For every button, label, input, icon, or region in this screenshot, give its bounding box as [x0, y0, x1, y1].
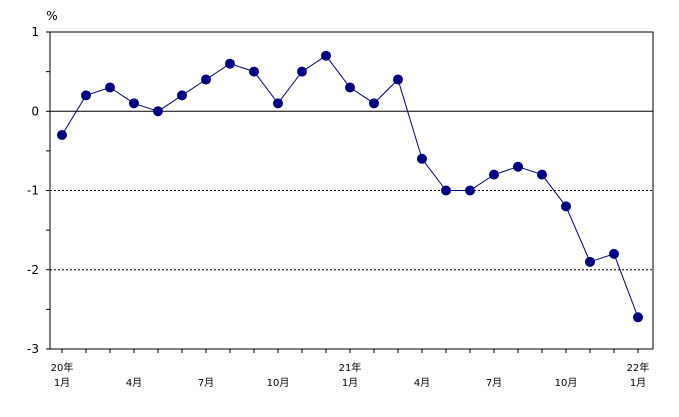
x-month-label: 4月: [414, 377, 430, 389]
x-month-label: 1月: [630, 377, 646, 389]
x-year-label: 20年: [51, 361, 74, 374]
x-month-label: 4月: [126, 377, 142, 389]
data-point: [561, 201, 571, 212]
y-tick-labels: 1 0 -1 -2 -3: [27, 25, 39, 356]
x-month-label: 10月: [267, 377, 290, 389]
data-point: [129, 98, 139, 109]
data-point: [633, 312, 643, 323]
x-month-label: 7月: [198, 377, 214, 389]
data-point: [81, 90, 91, 101]
data-point: [441, 185, 451, 196]
data-point: [585, 256, 595, 267]
data-point: [417, 153, 427, 164]
x-month-label: 10月: [555, 377, 578, 389]
data-point: [225, 58, 235, 69]
data-point: [489, 169, 499, 180]
data-point: [369, 98, 379, 109]
data-point: [201, 74, 211, 85]
y-tick-label: -1: [27, 184, 39, 198]
y-tick-label: 1: [31, 25, 39, 39]
data-point: [177, 90, 187, 101]
data-point: [153, 106, 163, 117]
data-point: [57, 130, 67, 141]
data-point: [297, 66, 307, 77]
data-point: [609, 248, 619, 259]
y-tick-label: -3: [27, 342, 39, 356]
y-axis-unit-label: %: [46, 9, 57, 23]
y-tick-label: 0: [31, 104, 39, 118]
data-point: [321, 50, 331, 61]
data-point: [537, 169, 547, 180]
data-point: [513, 161, 523, 172]
x-month-label: 1月: [342, 377, 358, 389]
x-tick-labels: 20年 21年 22年 1月 4月 7月 10月 1月 4月 7月 10月 1月: [51, 361, 650, 389]
data-point: [393, 74, 403, 85]
x-month-label: 1月: [54, 377, 70, 389]
y-tick-label: -2: [27, 263, 39, 277]
x-year-label: 21年: [339, 361, 362, 374]
grid-lines: [50, 110, 653, 271]
data-point: [465, 185, 475, 196]
data-point: [345, 82, 355, 93]
axis-ticks: [46, 31, 639, 353]
x-month-label: 7月: [486, 377, 502, 389]
series-points: [57, 50, 643, 323]
data-point: [273, 98, 283, 109]
data-point: [105, 82, 115, 93]
x-year-label: 22年: [627, 361, 650, 374]
data-point: [249, 66, 259, 77]
